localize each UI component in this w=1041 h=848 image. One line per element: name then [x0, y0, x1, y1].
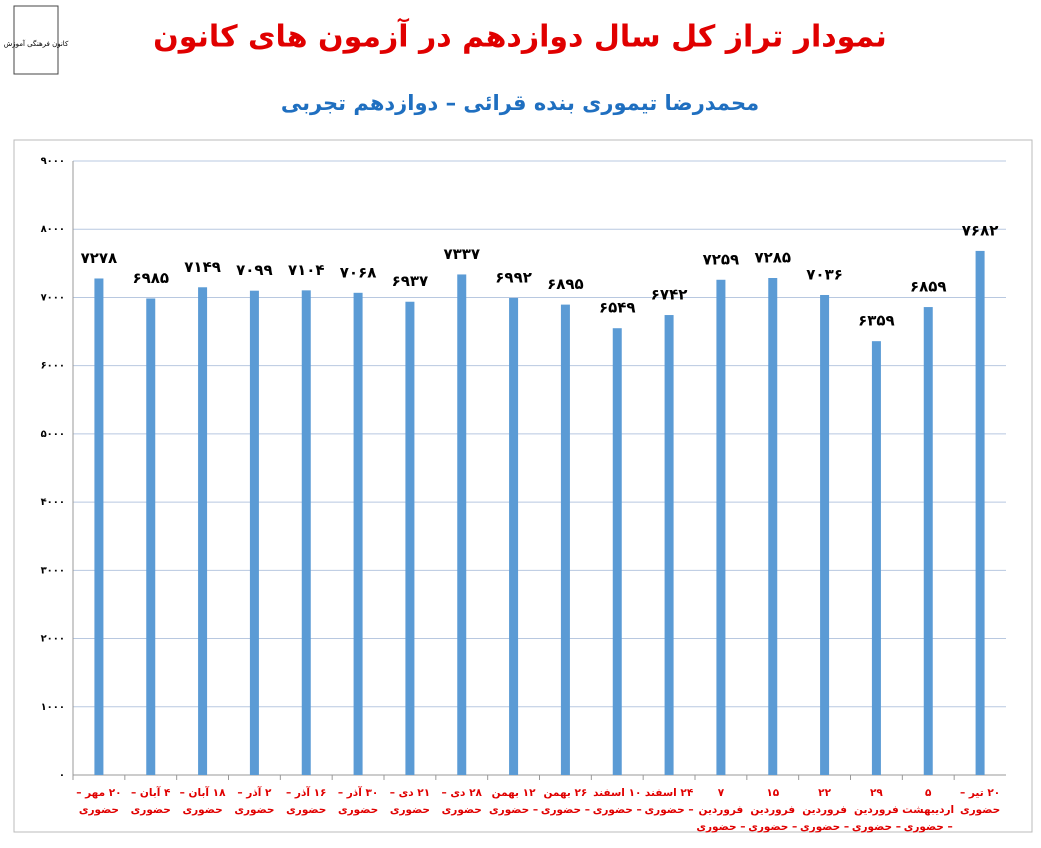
bar [353, 292, 363, 775]
x-tick-label: ۷ فروردین – حضوری [696, 787, 746, 833]
x-tick-label: ۲۶ بهمن – حضوری [540, 787, 590, 816]
data-label: ۶۸۵۹ [910, 278, 947, 296]
bar [146, 298, 156, 775]
bar [198, 287, 208, 775]
y-tick-label: ۵۰۰۰ [41, 429, 65, 440]
bar [560, 304, 570, 775]
data-label: ۷۲۷۸ [81, 249, 118, 267]
data-label: ۷۰۳۶ [806, 265, 843, 283]
y-tick-label: ۲۰۰۰ [41, 634, 65, 645]
x-tick-label: ۱۸ آبان – حضوری [179, 787, 226, 816]
bar [975, 250, 985, 776]
data-label: ۶۹۸۵ [132, 269, 169, 287]
data-label: ۶۸۹۵ [547, 275, 584, 293]
bar [405, 301, 415, 775]
x-tick-label: ۲۲ فروردین – حضوری [800, 787, 850, 833]
bar [768, 278, 778, 775]
x-tick-label: ۱۲ بهمن – حضوری [489, 787, 539, 816]
chart-frame [13, 139, 1033, 833]
data-label: ۷۲۸۵ [754, 249, 791, 267]
data-label: ۷۰۶۸ [340, 263, 377, 281]
y-tick-label: ۳۰۰۰ [41, 565, 65, 576]
x-tick-label: ۲۰ تیر – حضوری [959, 787, 1001, 816]
data-label: ۷۱۰۴ [288, 261, 325, 279]
data-label: ۷۳۳۷ [443, 245, 480, 263]
data-label: ۷۰۹۹ [236, 261, 273, 279]
x-tick-label: ۳۰ آذر – حضوری [337, 787, 379, 816]
x-tick-label: ۱۶ آذر – حضوری [286, 787, 327, 816]
y-tick-label: ۰ [59, 770, 65, 781]
x-tick-label: ۲۰ مهر – حضوری [76, 787, 122, 816]
y-tick-label: ۸۰۰۰ [41, 224, 65, 235]
y-tick-label: ۴۰۰۰ [41, 497, 65, 508]
x-tick-label: ۱۵ فروردین – حضوری [748, 787, 798, 833]
bar [457, 274, 467, 775]
x-tick-label: ۲۹ فروردین – حضوری [851, 787, 901, 833]
bar [716, 279, 726, 775]
x-tick-label: ۲۴ اسفند – حضوری [644, 787, 694, 816]
chart-title: نمودار تراز کل سال دوازدهم در آزمون های … [153, 18, 887, 55]
data-label: ۷۲۵۹ [703, 250, 740, 268]
bar [871, 341, 881, 775]
logo-text: کانون فرهنگی آموزش [4, 39, 69, 48]
bar [509, 297, 519, 775]
y-tick-label: ۱۰۰۰ [41, 702, 65, 713]
chart-subtitle: محمدرضا تیموری بنده قرائی – دوازدهم تجرب… [281, 91, 759, 115]
bar [664, 315, 674, 775]
x-tick-label: ۲۱ دی – حضوری [389, 787, 431, 816]
data-label: ۷۱۴۹ [184, 258, 221, 276]
data-label: ۶۹۳۷ [392, 272, 429, 290]
data-label: ۶۳۵۹ [858, 312, 895, 330]
data-label: ۷۶۸۲ [962, 221, 999, 239]
bar [612, 328, 622, 775]
x-tick-label: ۲ آذر – حضوری [234, 787, 275, 816]
bar [249, 290, 259, 775]
y-tick-label: ۹۰۰۰ [41, 156, 65, 167]
logo [13, 5, 59, 75]
x-tick-label: ۲۸ دی – حضوری [441, 787, 482, 816]
data-label: ۶۹۹۲ [495, 268, 532, 286]
bar [301, 290, 311, 775]
bar [820, 294, 830, 775]
x-tick-label: ۱۰ اسفند – حضوری [592, 787, 642, 816]
data-label: ۶۵۴۹ [599, 299, 636, 317]
y-tick-label: ۶۰۰۰ [41, 361, 65, 372]
x-tick-label: ۴ آبان – حضوری [130, 787, 171, 816]
y-tick-label: ۷۰۰۰ [41, 292, 65, 303]
x-tick-label: ۵ اردیبهشت – حضوری [902, 787, 955, 833]
bar [923, 307, 933, 775]
bar [94, 278, 104, 775]
data-label: ۶۷۴۲ [651, 286, 688, 304]
